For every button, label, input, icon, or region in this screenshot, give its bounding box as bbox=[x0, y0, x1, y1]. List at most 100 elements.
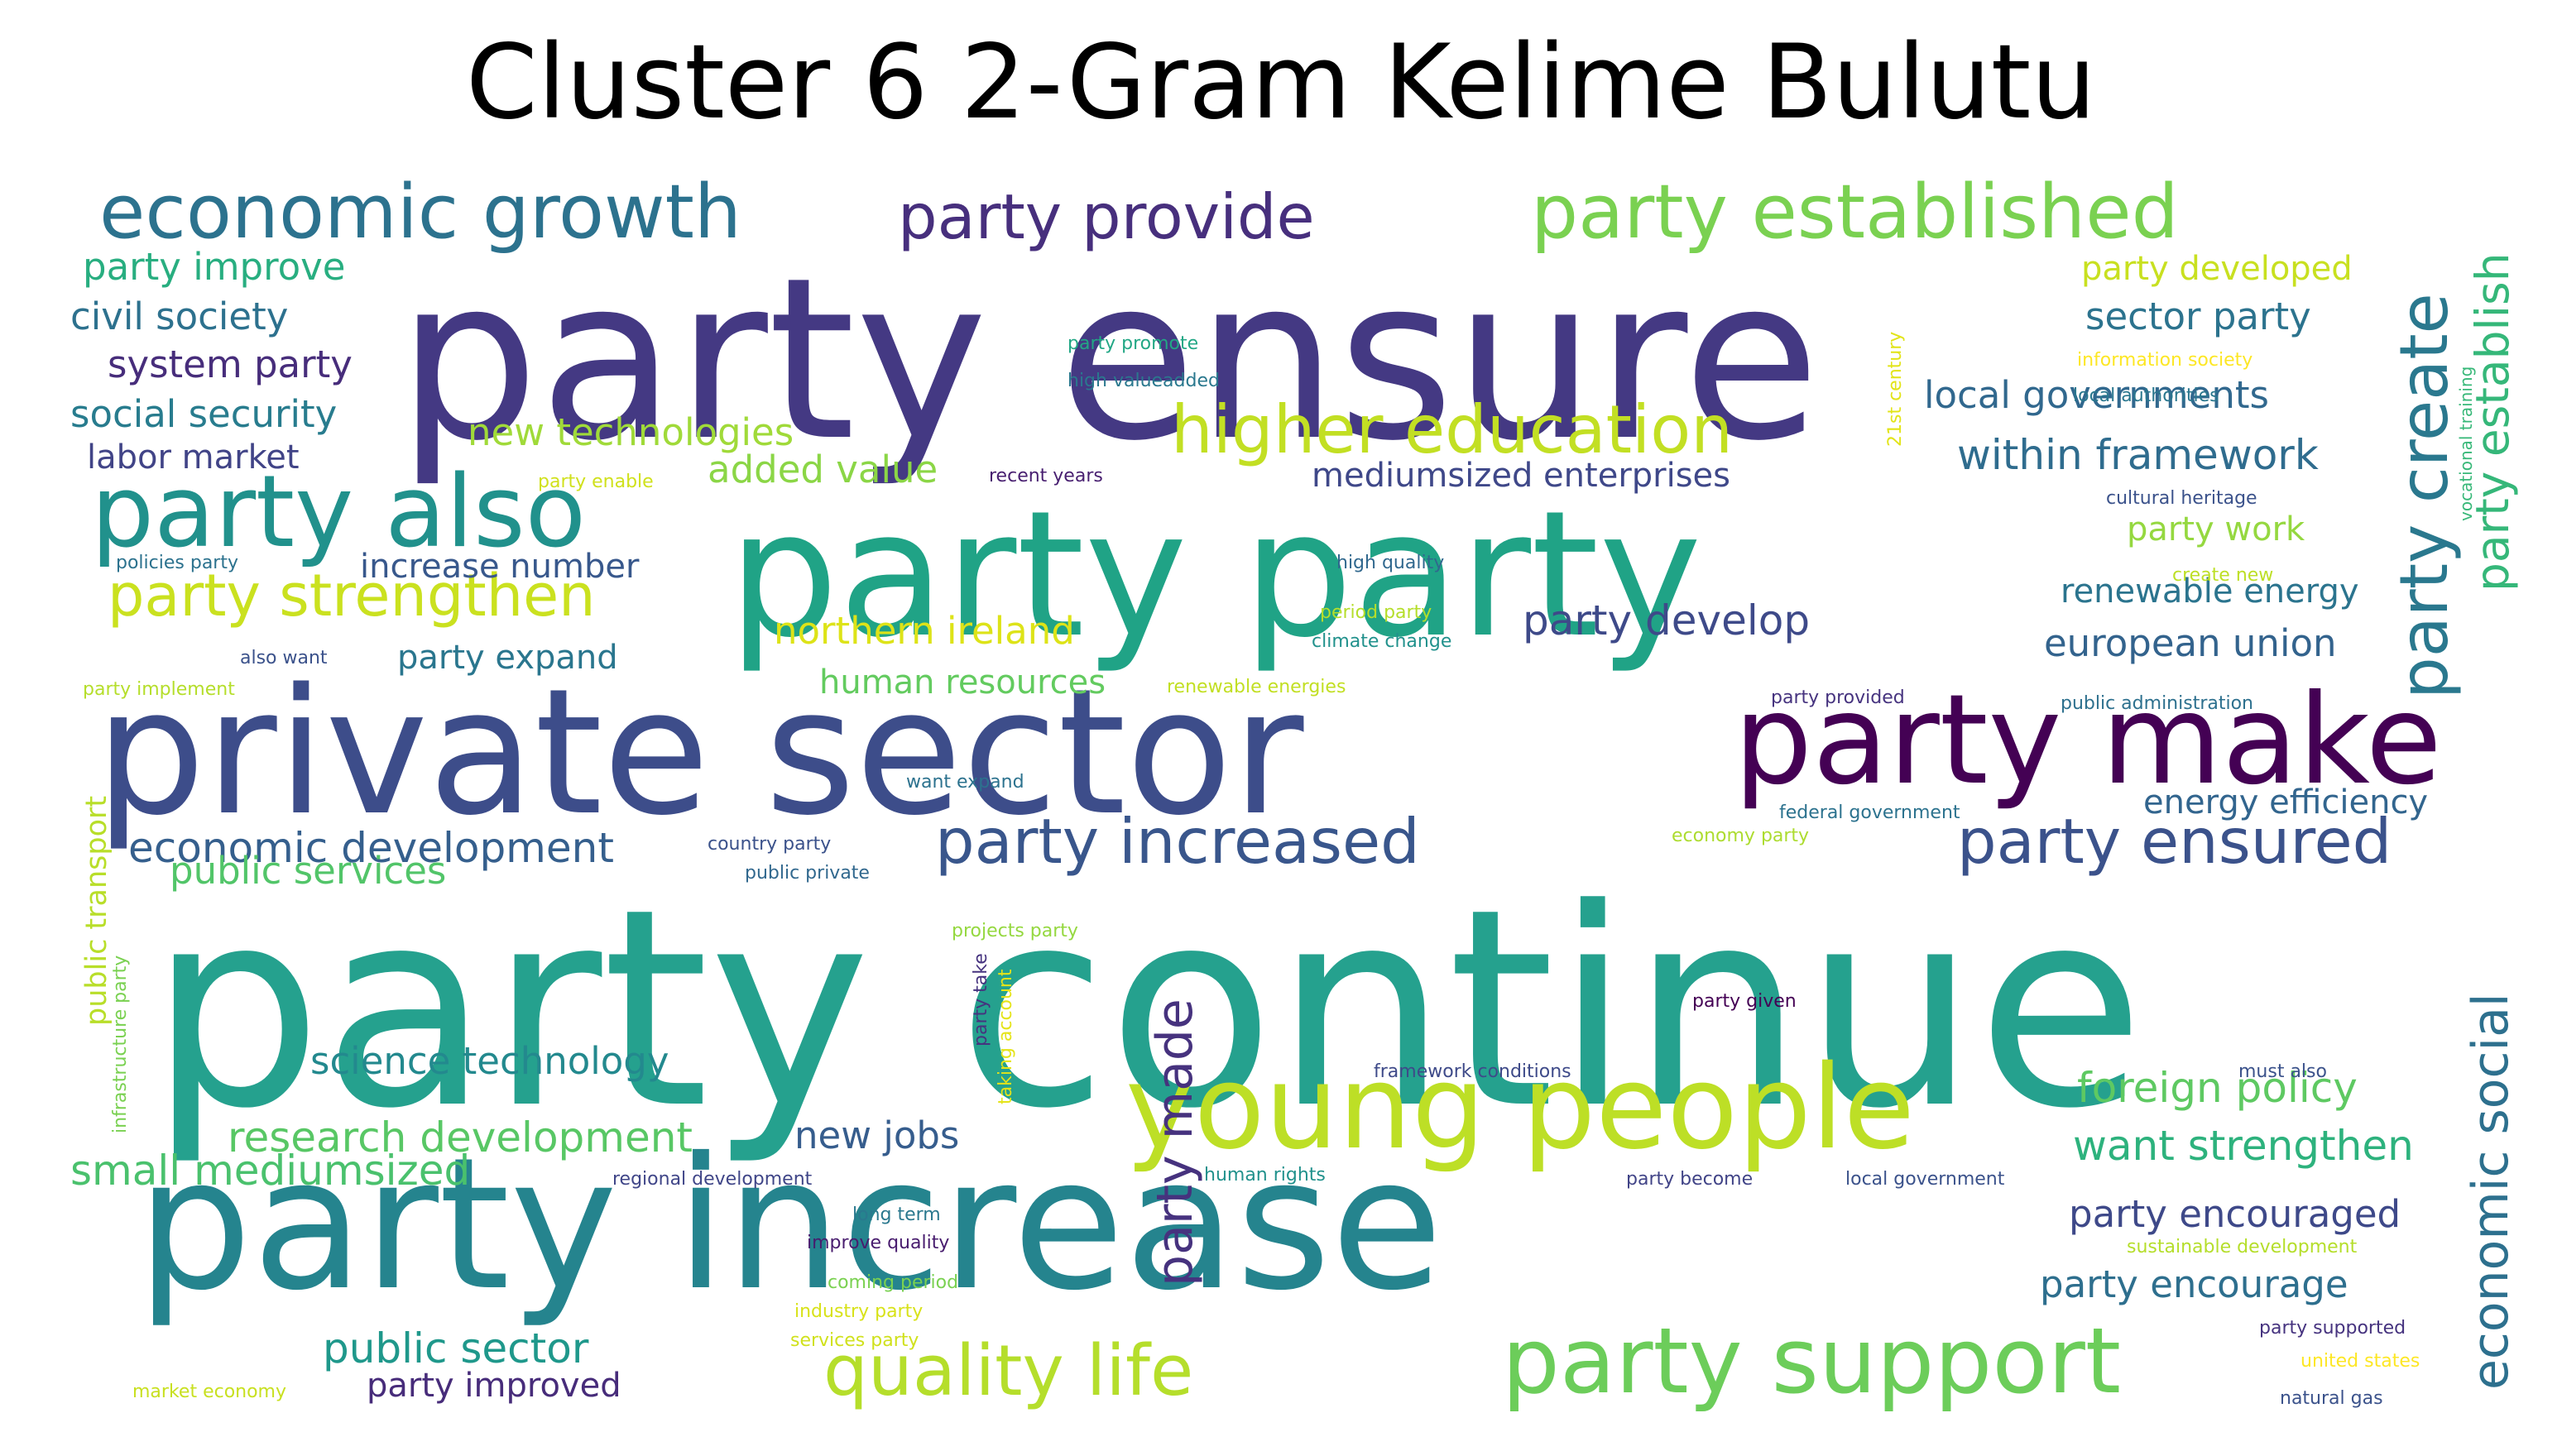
word-party-party: party party bbox=[728, 473, 1702, 676]
word-research-development: research development bbox=[228, 1114, 693, 1161]
word-country-party: country party bbox=[708, 834, 832, 855]
word-civil-society: civil society bbox=[70, 295, 289, 338]
word-high-valueadded: high valueadded bbox=[1068, 371, 1220, 391]
word-party-provide: party provide bbox=[898, 180, 1315, 253]
word-party-become: party become bbox=[1626, 1169, 1754, 1190]
word-regional-development: regional development bbox=[612, 1169, 813, 1190]
word-party-develop: party develop bbox=[1523, 596, 1811, 644]
word-industry-party: industry party bbox=[794, 1301, 924, 1322]
word-sustainable-development: sustainable development bbox=[2127, 1237, 2358, 1257]
word-period-party: period party bbox=[1320, 602, 1432, 623]
word-party-developed: party developed bbox=[2081, 250, 2353, 288]
word-cloud: party continue party ensure private sector… bbox=[66, 165, 2520, 1431]
word-economic-growth: economic growth bbox=[99, 169, 741, 256]
word-climate-change: climate change bbox=[1312, 631, 1452, 652]
word-private-sector: private sector bbox=[95, 651, 1304, 854]
word-party-establish: party establish bbox=[2466, 252, 2519, 592]
word-party-ensure: party ensure bbox=[397, 229, 1821, 490]
word-party-work: party work bbox=[2127, 510, 2305, 548]
word-party-expand: party expand bbox=[397, 639, 618, 677]
word-renewable-energy: renewable energy bbox=[2061, 572, 2359, 611]
word-party-encouraged: party encouraged bbox=[2069, 1192, 2401, 1236]
word-new-jobs: new jobs bbox=[794, 1114, 960, 1157]
word-local-governments: local governments bbox=[1924, 373, 2269, 417]
word-northern-ireland: northern ireland bbox=[774, 609, 1075, 653]
word-mediumsized-enterprises: mediumsized enterprises bbox=[1312, 457, 1730, 495]
word-party-ensured: party ensured bbox=[1957, 805, 2392, 878]
word-labor-market: labor market bbox=[87, 438, 300, 477]
word-high-quality: high quality bbox=[1336, 553, 1445, 573]
word-higher-education: higher education bbox=[1171, 391, 1733, 468]
word-party-make: party make bbox=[1734, 668, 2442, 812]
word-public-sector: public sector bbox=[323, 1324, 589, 1372]
word-party-continue: party continue bbox=[149, 850, 2145, 1168]
word-also-want: also want bbox=[240, 648, 328, 668]
word-party-provided: party provided bbox=[1771, 687, 1905, 708]
word-coming-period: coming period bbox=[828, 1272, 959, 1293]
word-renewable-energies: renewable energies bbox=[1167, 677, 1346, 697]
word-system-party: system party bbox=[108, 342, 353, 386]
word-young-people: young people bbox=[1125, 1041, 1915, 1176]
word-party-promote: party promote bbox=[1068, 333, 1199, 354]
word-european-union: european union bbox=[2044, 621, 2337, 665]
word-party-strengthen: party strengthen bbox=[108, 562, 596, 630]
word-public-services: public services bbox=[170, 849, 447, 893]
word-cultural-heritage: cultural heritage bbox=[2106, 488, 2257, 509]
word-foreign-policy: foreign policy bbox=[2077, 1064, 2358, 1112]
word-energy-efficiency: energy efficiency bbox=[2143, 783, 2429, 821]
word-party-supported: party supported bbox=[2259, 1318, 2406, 1339]
word-public-transport: public transport bbox=[80, 795, 113, 1026]
word-local-authorities: local authorities bbox=[2073, 386, 2219, 406]
word-small-mediumsized: small mediumsized bbox=[70, 1147, 471, 1195]
word-economic-social: economic social bbox=[2462, 993, 2520, 1390]
word-improve-quality: improve quality bbox=[807, 1233, 950, 1253]
word-framework-conditions: framework conditions bbox=[1374, 1061, 1571, 1082]
word-party-increase: party increase bbox=[137, 1118, 1443, 1330]
word-local-government: local government bbox=[1845, 1169, 2005, 1190]
word-human-rights: human rights bbox=[1204, 1165, 1326, 1185]
word-party-create: party create bbox=[2386, 293, 2463, 699]
word-party-given: party given bbox=[1692, 991, 1797, 1012]
word-party-encourage: party encourage bbox=[2040, 1262, 2348, 1306]
word-policies-party: policies party bbox=[116, 553, 238, 573]
word-social-security: social security bbox=[70, 392, 338, 436]
word-party-established: party established bbox=[1531, 169, 2179, 256]
word-human-resources: human resources bbox=[819, 663, 1106, 702]
word-market-economy: market economy bbox=[132, 1382, 287, 1402]
word-party-implement: party implement bbox=[83, 679, 235, 700]
word-party-take: party take bbox=[971, 953, 991, 1046]
word-quality-life: quality life bbox=[823, 1330, 1194, 1412]
word-within-framework: within framework bbox=[1957, 431, 2319, 479]
chart-title: Cluster 6 2-Gram Kelime Bulutu bbox=[465, 23, 2096, 142]
word-economy-party: economy party bbox=[1672, 826, 1810, 846]
word-party-also: party also bbox=[91, 455, 587, 570]
word-information-society: information society bbox=[2077, 350, 2253, 371]
word-party-increased: party increased bbox=[935, 805, 1420, 878]
word-party-enable: party enable bbox=[538, 472, 654, 492]
word-natural-gas: natural gas bbox=[2280, 1388, 2383, 1409]
word-long-term: long term bbox=[852, 1205, 941, 1225]
word-party-improve: party improve bbox=[83, 245, 346, 289]
word-want-expand: want expand bbox=[906, 772, 1024, 793]
word-public-private: public private bbox=[745, 863, 870, 884]
word-party-improved: party improved bbox=[367, 1367, 621, 1405]
word-sector-party: sector party bbox=[2085, 295, 2311, 338]
word-science-technology: science technology bbox=[310, 1039, 669, 1083]
word-services-party: services party bbox=[790, 1330, 919, 1351]
word-public-administration: public administration bbox=[2061, 693, 2253, 714]
word-recent-years: recent years bbox=[989, 466, 1103, 486]
word-party-made: party made bbox=[1146, 999, 1204, 1286]
word-must-also: must also bbox=[2238, 1061, 2327, 1082]
word-vocational-training: vocational training bbox=[2456, 366, 2476, 521]
word-taking-account: taking account bbox=[996, 969, 1016, 1104]
word-economic-development: economic development bbox=[128, 824, 614, 872]
word-party-support: party support bbox=[1502, 1308, 2121, 1414]
word-want-strengthen: want strengthen bbox=[2073, 1122, 2414, 1170]
word-united-states: united states bbox=[2301, 1351, 2420, 1372]
word-projects-party: projects party bbox=[952, 921, 1078, 941]
word-21st-century: 21st century bbox=[1885, 331, 1906, 447]
word-infrastructure-party: infrastructure party bbox=[110, 955, 131, 1133]
word-new-technologies: new technologies bbox=[468, 410, 794, 454]
word-added-value: added value bbox=[708, 448, 938, 491]
word-federal-government: federal government bbox=[1779, 802, 1960, 823]
